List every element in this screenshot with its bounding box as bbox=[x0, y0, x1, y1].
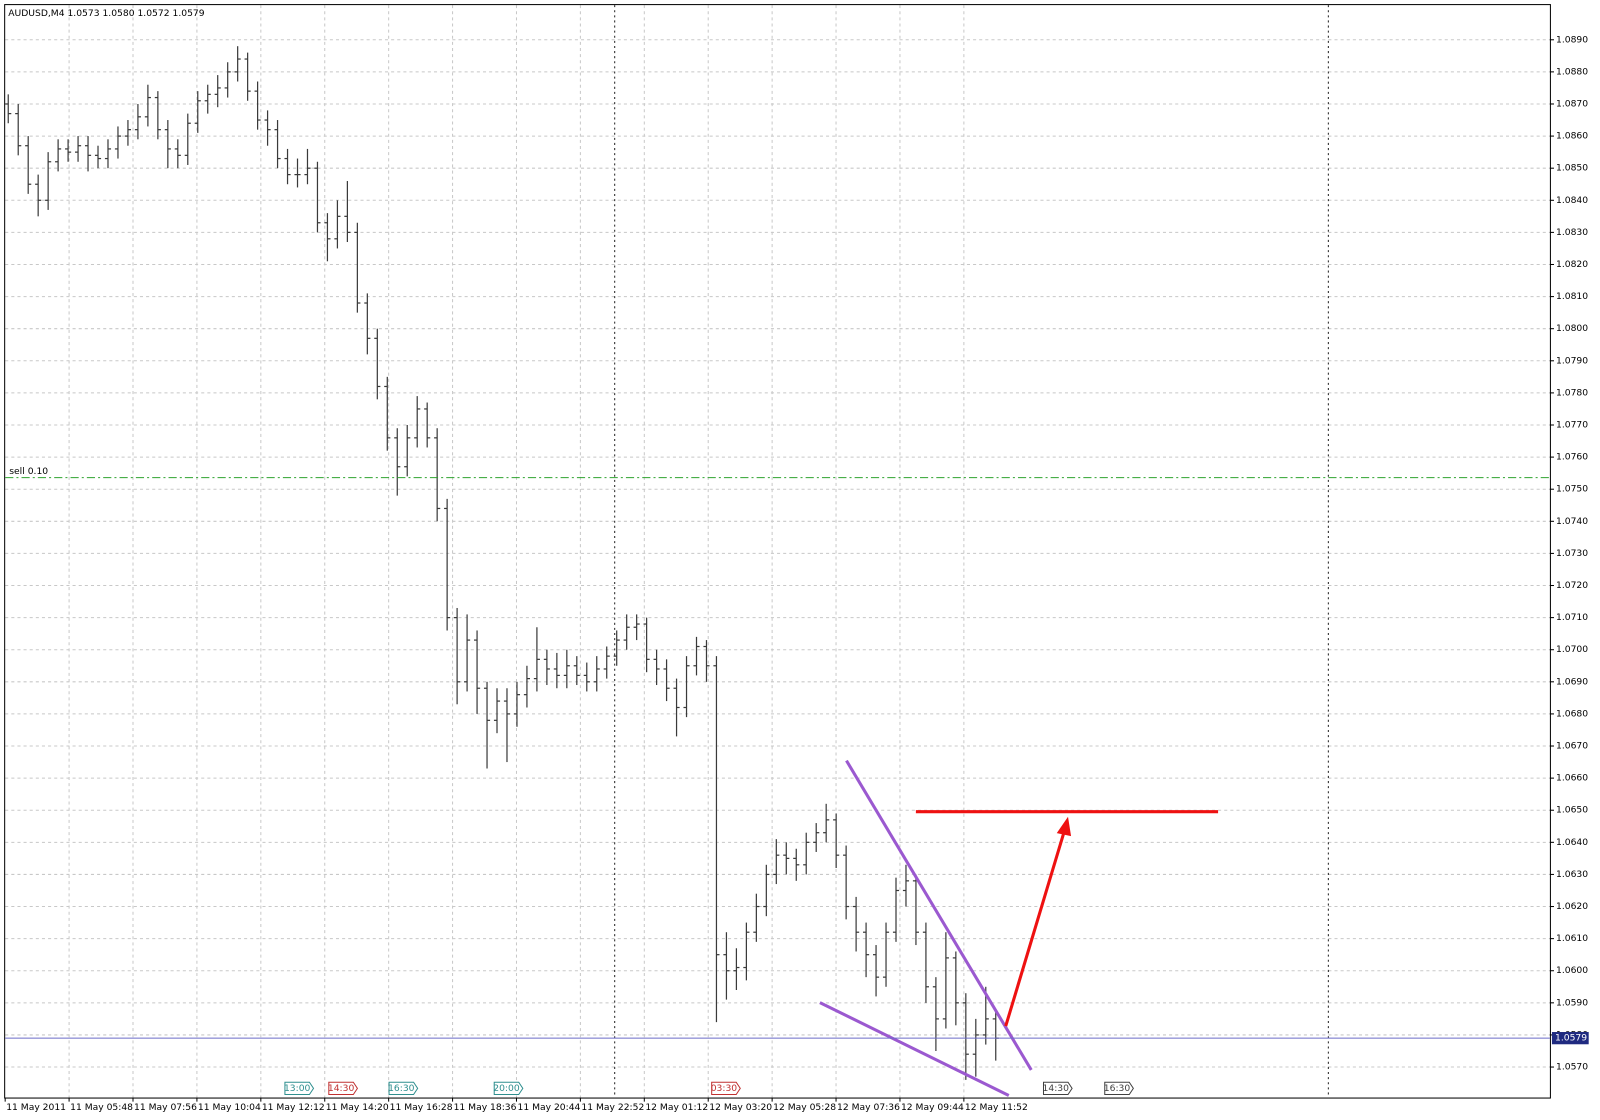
y-tick-label: 1.0570 bbox=[1556, 1062, 1588, 1073]
y-tick-label: 1.0790 bbox=[1556, 355, 1588, 366]
grid bbox=[5, 5, 1550, 1098]
x-tick-label: 11 May 10:04 bbox=[198, 1102, 261, 1113]
y-tick-label: 1.0700 bbox=[1556, 644, 1588, 655]
y-tick-label: 1.0780 bbox=[1556, 387, 1588, 398]
y-tick-label: 1.0750 bbox=[1556, 484, 1588, 495]
x-tick-label: 12 May 01:12 bbox=[645, 1102, 708, 1113]
event-label: 13:00 bbox=[284, 1083, 311, 1094]
y-tick-label: 1.0610 bbox=[1556, 933, 1588, 944]
event-marker bbox=[1104, 1081, 1134, 1095]
event-label: 14:30 bbox=[328, 1083, 355, 1094]
y-tick-label: 1.0890 bbox=[1556, 34, 1588, 45]
x-tick-label: 12 May 11:52 bbox=[965, 1102, 1028, 1113]
event-label: 16:30 bbox=[388, 1083, 415, 1094]
x-tick-label: 11 May 20:44 bbox=[517, 1102, 580, 1113]
y-tick-label: 1.0760 bbox=[1556, 452, 1588, 463]
arrow bbox=[1004, 828, 1067, 1027]
x-tick-label: 11 May 2011 bbox=[6, 1102, 66, 1113]
y-tick-label: 1.0630 bbox=[1556, 869, 1588, 880]
event-marker bbox=[493, 1081, 524, 1095]
plot-frame bbox=[4, 4, 1551, 1099]
y-tick-label: 1.0820 bbox=[1556, 259, 1588, 270]
y-tick-label: 1.0840 bbox=[1556, 195, 1588, 206]
y-tick-label: 1.0800 bbox=[1556, 323, 1588, 334]
y-tick-label: 1.0730 bbox=[1556, 548, 1588, 559]
event-label: 03:30 bbox=[711, 1083, 738, 1094]
y-tick-label: 1.0810 bbox=[1556, 291, 1588, 302]
order-label: sell 0.10 bbox=[9, 466, 48, 477]
y-tick-label: 1.0600 bbox=[1556, 965, 1588, 976]
y-tick-label: 1.0680 bbox=[1556, 708, 1588, 719]
event-label: 16:30 bbox=[1104, 1083, 1131, 1094]
trend-line bbox=[819, 1001, 1010, 1097]
x-tick-label: 11 May 22:52 bbox=[581, 1102, 644, 1113]
y-tick-label: 1.0850 bbox=[1556, 163, 1588, 174]
chart-title: AUDUSD,M4 1.0573 1.0580 1.0572 1.0579 bbox=[8, 8, 205, 19]
y-tick-label: 1.0860 bbox=[1556, 131, 1588, 142]
current-price-box bbox=[1551, 1032, 1589, 1045]
x-tick-label: 11 May 05:48 bbox=[70, 1102, 133, 1113]
event-marker bbox=[328, 1081, 359, 1095]
y-tick-label: 1.0650 bbox=[1556, 805, 1588, 816]
event-marker bbox=[388, 1081, 419, 1095]
y-tick-label: 1.0660 bbox=[1556, 773, 1588, 784]
y-tick-label: 1.0620 bbox=[1556, 901, 1588, 912]
y-tick-label: 1.0720 bbox=[1556, 580, 1588, 591]
bars bbox=[5, 46, 999, 1080]
y-tick-label: 1.0740 bbox=[1556, 516, 1588, 527]
arrow-head bbox=[1056, 816, 1072, 837]
x-tick-label: 11 May 07:56 bbox=[134, 1102, 197, 1113]
x-tick-label: 12 May 07:36 bbox=[837, 1102, 900, 1113]
event-marker bbox=[284, 1081, 315, 1095]
y-tick-label: 1.0640 bbox=[1556, 837, 1588, 848]
y-tick-label: 1.0880 bbox=[1556, 66, 1588, 77]
y-tick-label: 1.0770 bbox=[1556, 420, 1588, 431]
x-tick-label: 11 May 14:20 bbox=[326, 1102, 389, 1113]
y-tick-label: 1.0870 bbox=[1556, 98, 1588, 109]
x-tick-label: 12 May 05:28 bbox=[773, 1102, 836, 1113]
x-tick-label: 11 May 16:28 bbox=[390, 1102, 453, 1113]
current-price-label: 1.0579 bbox=[1555, 1033, 1587, 1044]
x-tick-label: 11 May 18:36 bbox=[454, 1102, 517, 1113]
event-label: 20:00 bbox=[493, 1083, 520, 1094]
event-marker bbox=[711, 1081, 741, 1095]
y-tick-label: 1.0670 bbox=[1556, 741, 1588, 752]
x-tick-label: 12 May 09:44 bbox=[901, 1102, 964, 1113]
y-tick-label: 1.0690 bbox=[1556, 676, 1588, 687]
event-label: 14:30 bbox=[1043, 1083, 1070, 1094]
y-tick-label: 1.0590 bbox=[1556, 997, 1588, 1008]
y-tick-label: 1.0830 bbox=[1556, 227, 1588, 238]
x-tick-label: 11 May 12:12 bbox=[262, 1102, 325, 1113]
x-tick-label: 12 May 03:20 bbox=[709, 1102, 772, 1113]
y-tick-label: 1.0710 bbox=[1556, 612, 1588, 623]
trend-line bbox=[845, 759, 1033, 1071]
event-marker bbox=[1042, 1081, 1073, 1095]
